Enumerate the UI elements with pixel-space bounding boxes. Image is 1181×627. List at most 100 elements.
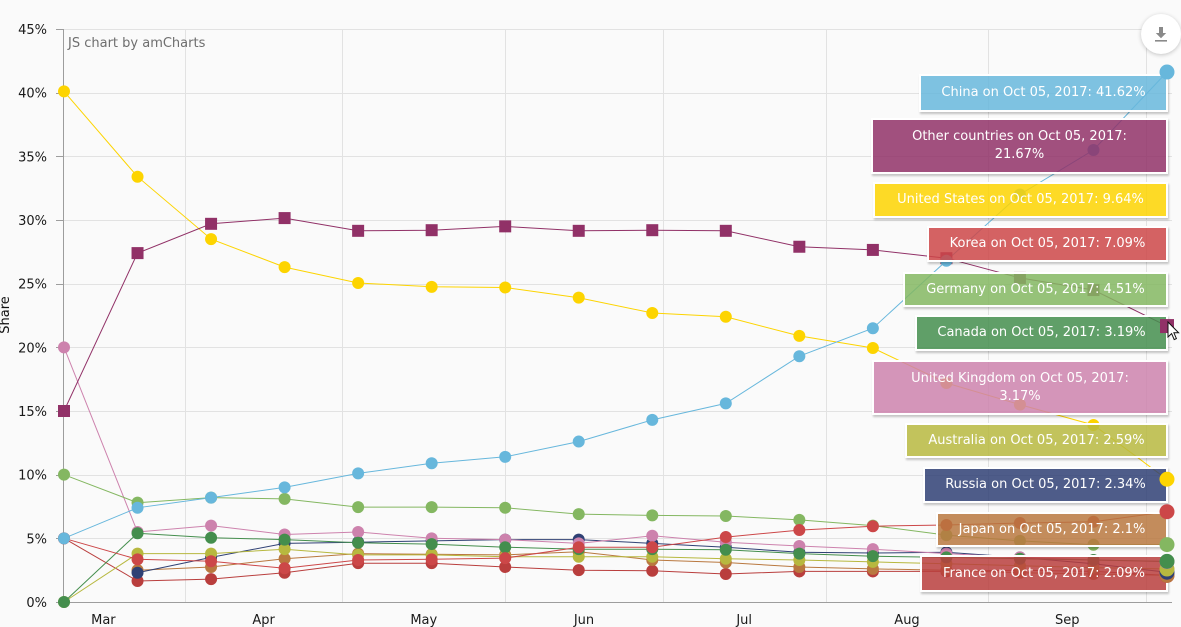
tooltip-date-value: on Oct 05, 2017: 41.62% bbox=[978, 85, 1146, 100]
data-point-other-countries[interactable] bbox=[719, 224, 732, 237]
data-point-canada[interactable] bbox=[131, 527, 144, 540]
export-download-button[interactable] bbox=[1141, 14, 1181, 54]
data-point-france[interactable] bbox=[205, 573, 218, 586]
data-point-other-countries[interactable] bbox=[572, 224, 585, 237]
data-point-china[interactable] bbox=[646, 413, 659, 426]
data-point-united-states[interactable] bbox=[499, 281, 512, 294]
tooltip-date-value: on Oct 05, 2017: 21.67% bbox=[994, 129, 1127, 162]
data-point-korea[interactable] bbox=[719, 531, 732, 544]
data-point-france[interactable] bbox=[646, 564, 659, 577]
data-point-other-countries[interactable] bbox=[499, 220, 512, 233]
data-point-canada[interactable] bbox=[793, 547, 806, 560]
data-point-canada[interactable] bbox=[719, 543, 732, 556]
tooltip-text: United States on Oct 05, 2017: 9.64% bbox=[897, 191, 1144, 209]
data-point-china[interactable] bbox=[719, 397, 732, 410]
data-point-france[interactable] bbox=[719, 567, 732, 580]
tooltip-text: United Kingdom on Oct 05, 2017: 3.17% bbox=[895, 370, 1145, 406]
data-point-other-countries[interactable] bbox=[866, 243, 879, 256]
data-point-canada[interactable] bbox=[352, 536, 365, 549]
data-point-korea[interactable] bbox=[131, 553, 144, 566]
data-point-united-states[interactable] bbox=[793, 329, 806, 342]
data-point-china[interactable] bbox=[866, 322, 879, 335]
data-point-china[interactable] bbox=[352, 467, 365, 480]
data-point-germany[interactable] bbox=[499, 501, 512, 514]
tooltip-united-states: United States on Oct 05, 2017: 9.64% bbox=[873, 182, 1168, 218]
amcharts-credit-link[interactable]: JS chart by amCharts bbox=[68, 36, 206, 51]
data-point-china[interactable] bbox=[58, 532, 70, 545]
data-point-germany[interactable] bbox=[646, 509, 659, 522]
data-point-united-kingdom[interactable] bbox=[646, 529, 659, 542]
data-point-other-countries[interactable] bbox=[131, 247, 144, 260]
tooltip-united-kingdom: United Kingdom on Oct 05, 2017: 3.17% bbox=[872, 360, 1168, 415]
data-point-germany[interactable] bbox=[425, 501, 438, 514]
data-point-canada[interactable] bbox=[425, 538, 438, 551]
data-point-korea[interactable] bbox=[352, 553, 365, 566]
data-point-germany[interactable] bbox=[572, 508, 585, 521]
y-tick-label: 45% bbox=[18, 23, 47, 38]
data-point-korea[interactable] bbox=[278, 562, 291, 575]
data-point-china[interactable] bbox=[131, 501, 144, 514]
data-point-korea[interactable] bbox=[499, 552, 512, 565]
data-point-united-kingdom[interactable] bbox=[58, 341, 70, 354]
data-point-united-states[interactable] bbox=[205, 233, 218, 246]
data-point-korea[interactable] bbox=[646, 541, 659, 554]
data-point-russia[interactable] bbox=[131, 566, 144, 579]
data-point-other-countries[interactable] bbox=[352, 224, 365, 237]
data-point-other-countries[interactable] bbox=[646, 224, 659, 237]
data-point-canada[interactable] bbox=[499, 541, 512, 554]
data-point-other-countries[interactable] bbox=[278, 212, 291, 225]
y-tick-label: 30% bbox=[18, 214, 47, 229]
data-point-canada[interactable] bbox=[866, 550, 879, 563]
data-point-other-countries[interactable] bbox=[793, 240, 806, 253]
data-point-united-states[interactable] bbox=[866, 341, 879, 354]
data-point-united-states[interactable] bbox=[719, 310, 732, 323]
tooltip-other-countries: Other countries on Oct 05, 2017: 21.67% bbox=[871, 118, 1168, 174]
data-point-germany[interactable] bbox=[58, 468, 70, 481]
data-point-united-states[interactable] bbox=[572, 291, 585, 304]
data-point-canada[interactable] bbox=[58, 596, 70, 608]
data-point-germany[interactable] bbox=[793, 513, 806, 526]
data-point-china[interactable] bbox=[793, 350, 806, 363]
data-point-korea[interactable] bbox=[205, 555, 218, 568]
data-point-united-states[interactable] bbox=[646, 306, 659, 319]
tooltip-text: Russia on Oct 05, 2017: 2.34% bbox=[945, 476, 1146, 494]
data-point-china[interactable] bbox=[499, 450, 512, 463]
data-point-korea[interactable] bbox=[425, 553, 438, 566]
data-point-germany[interactable] bbox=[352, 501, 365, 514]
data-point-other-countries[interactable] bbox=[425, 224, 438, 237]
data-point-canada[interactable] bbox=[278, 533, 291, 546]
data-point-united-states[interactable] bbox=[278, 261, 291, 274]
data-point-korea[interactable] bbox=[793, 524, 806, 537]
data-point-korea[interactable] bbox=[866, 520, 879, 533]
data-point-china[interactable] bbox=[425, 457, 438, 470]
data-point-canada[interactable] bbox=[205, 531, 218, 544]
axes: 0% 5% 10% 15% 20% 25% 30% 35% 40% 45% Mar Apr May Jun… bbox=[18, 23, 1172, 627]
data-point-germany[interactable] bbox=[719, 510, 732, 523]
data-point-other-countries[interactable] bbox=[205, 217, 218, 230]
y-tick-label: 0% bbox=[26, 596, 47, 611]
data-point-france[interactable] bbox=[499, 560, 512, 573]
data-point-japan[interactable] bbox=[278, 552, 291, 565]
tooltip-series-name: France bbox=[942, 565, 987, 581]
data-point-australia[interactable] bbox=[278, 543, 291, 556]
data-point-united-states[interactable] bbox=[425, 280, 438, 293]
data-point-united-kingdom[interactable] bbox=[352, 525, 365, 538]
tooltip-text: Canada on Oct 05, 2017: 3.19% bbox=[937, 324, 1145, 342]
data-point-united-states[interactable] bbox=[352, 277, 365, 290]
data-point-germany[interactable] bbox=[278, 492, 291, 505]
data-point-united-kingdom[interactable] bbox=[205, 519, 218, 532]
data-point-france[interactable] bbox=[131, 574, 144, 587]
data-point-china[interactable] bbox=[205, 491, 218, 504]
tooltip-series-name: Australia bbox=[928, 432, 986, 448]
data-point-korea[interactable] bbox=[572, 541, 585, 554]
data-point-united-states[interactable] bbox=[58, 85, 70, 98]
data-point-other-countries[interactable] bbox=[58, 405, 70, 417]
data-point-china[interactable] bbox=[278, 481, 291, 494]
data-point-australia[interactable] bbox=[719, 552, 732, 565]
data-point-france[interactable] bbox=[572, 564, 585, 577]
data-point-china[interactable] bbox=[572, 435, 585, 448]
tooltip-japan: Japan on Oct 05, 2017: 2.1% bbox=[936, 512, 1168, 547]
data-point-united-states[interactable] bbox=[131, 170, 144, 183]
x-tick-label: Jul bbox=[735, 613, 752, 627]
